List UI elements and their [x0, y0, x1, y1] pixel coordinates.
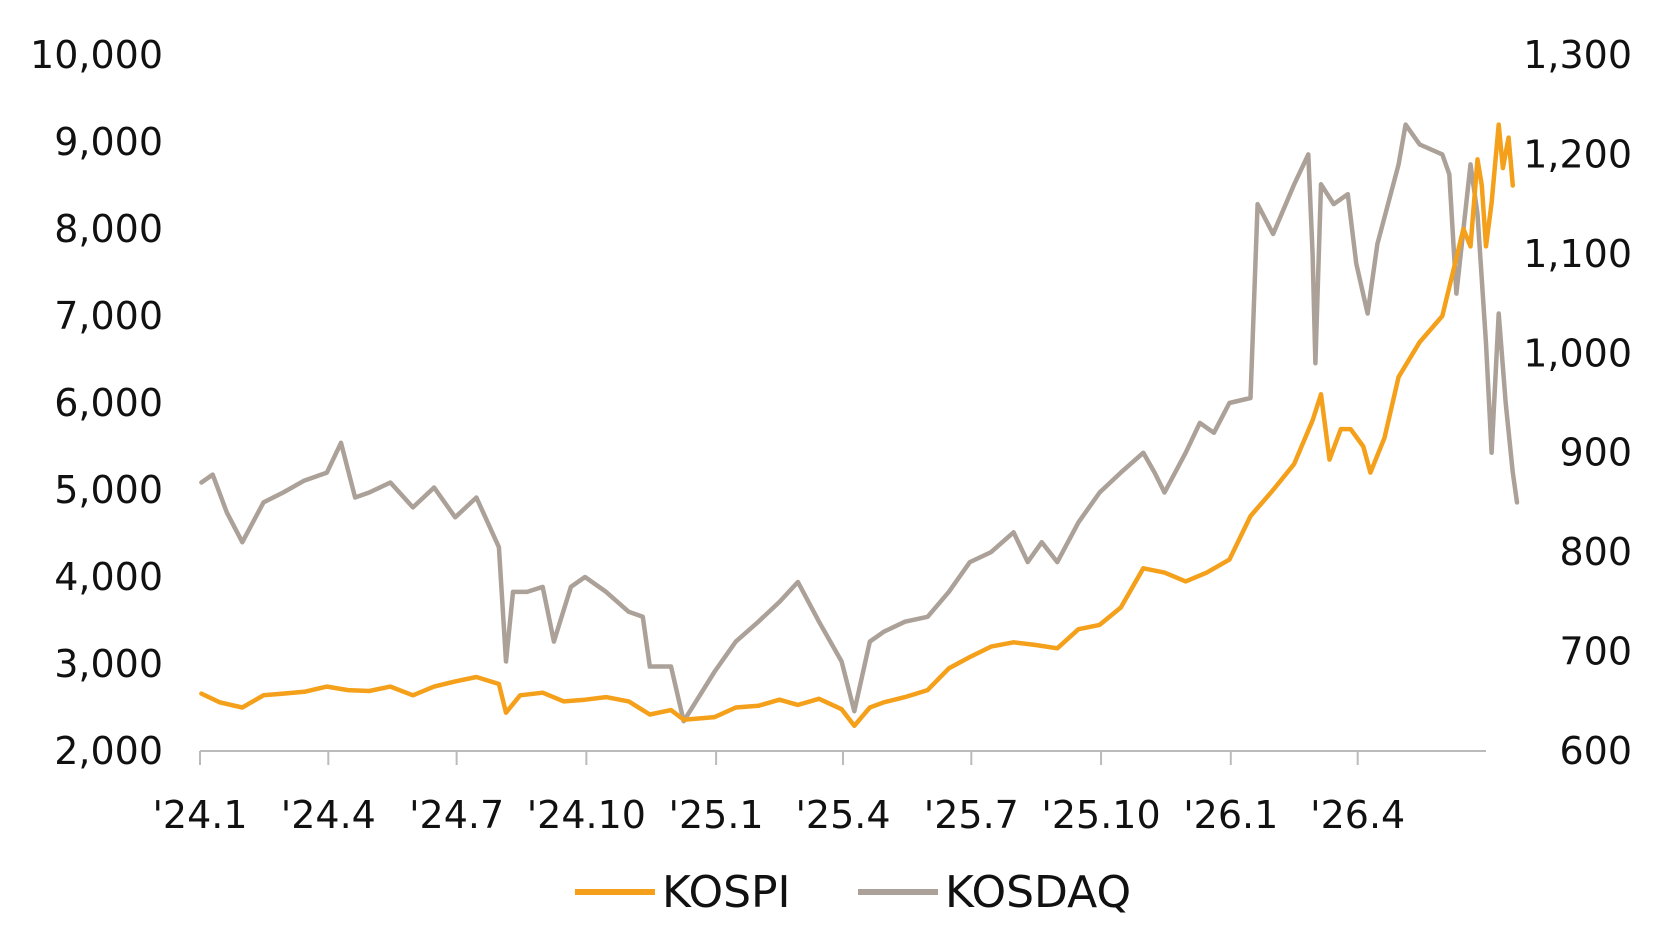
right-y-tick-label: 1,200 — [1523, 132, 1632, 176]
left-y-axis: 2,000 3,000 4,000 5,000 6,000 7,000 8,000 9,000… — [30, 33, 163, 773]
x-tick-label: '25.1 — [669, 793, 764, 837]
x-tick-label: '25.10 — [1041, 793, 1160, 837]
x-tick-label: '24.4 — [281, 793, 376, 837]
legend: KOSPI KOSDAQ — [575, 867, 1131, 918]
right-y-tick-label: 1,100 — [1523, 232, 1632, 276]
right-y-tick-label: 600 — [1559, 729, 1632, 773]
x-tick-label: '24.1 — [152, 793, 247, 837]
left-y-tick-label: 4,000 — [54, 555, 163, 599]
x-tick-label: '25.4 — [795, 793, 890, 837]
legend-label-kospi: KOSPI — [662, 867, 791, 918]
x-tick-label: '26.1 — [1183, 793, 1278, 837]
left-y-tick-label: 2,000 — [54, 729, 163, 773]
left-y-tick-label: 7,000 — [54, 294, 163, 338]
right-y-tick-label: 900 — [1559, 431, 1632, 475]
left-y-tick-label: 8,000 — [54, 207, 163, 251]
x-tick-label: '26.4 — [1310, 793, 1405, 837]
right-y-tick-label: 1,000 — [1523, 331, 1632, 375]
right-y-tick-label: 800 — [1559, 530, 1632, 574]
legend-label-kosdaq: KOSDAQ — [945, 867, 1131, 918]
x-tick-label: '24.7 — [409, 793, 504, 837]
left-y-tick-label: 10,000 — [30, 33, 163, 77]
x-axis: '24.1 '24.4 '24.7 '24.10 '25.1 '25.4 '25.7 '25.… — [152, 751, 1405, 837]
left-y-tick-label: 5,000 — [54, 468, 163, 512]
right-y-tick-label: 1,300 — [1523, 33, 1632, 77]
series-lines — [199, 122, 1520, 729]
left-y-tick-label: 6,000 — [54, 381, 163, 425]
x-tick-label: '25.7 — [924, 793, 1019, 837]
left-y-tick-label: 3,000 — [54, 642, 163, 686]
right-y-tick-label: 700 — [1559, 630, 1632, 674]
left-y-tick-label: 9,000 — [54, 120, 163, 164]
right-y-axis: 600 700 800 900 1,000 1,100 1,200 1,300 — [1523, 33, 1632, 773]
x-tick-label: '24.10 — [527, 793, 646, 837]
series-line-kospi — [199, 122, 1516, 729]
series-line-kosdaq — [199, 122, 1520, 724]
